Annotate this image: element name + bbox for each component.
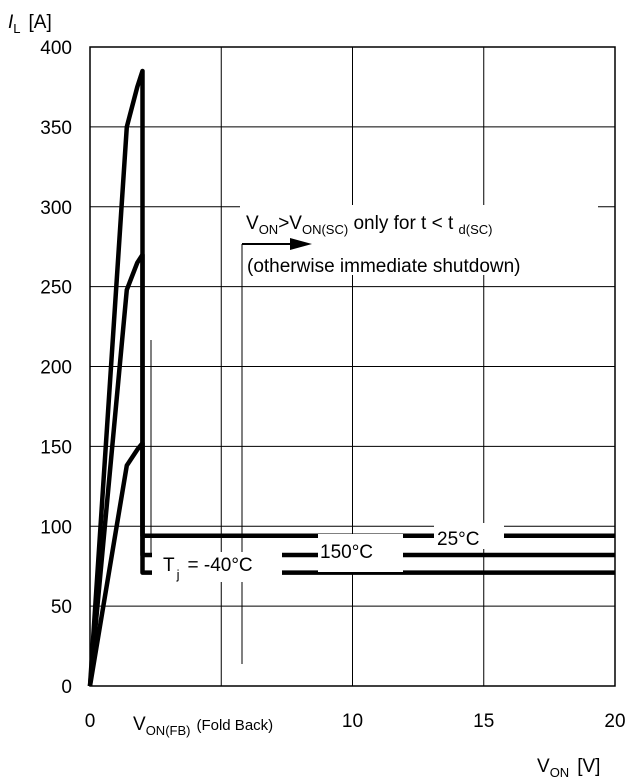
x-tick-label: 0	[85, 711, 96, 732]
x-axis-label: VON [V]	[537, 756, 600, 780]
plot-border	[89, 46, 616, 687]
plot-frame	[89, 46, 616, 687]
series-line	[87, 252, 615, 687]
x-tick-label: 10	[342, 711, 363, 732]
y-tick-label: 250	[40, 278, 72, 299]
y-tick-label: 150	[40, 437, 72, 458]
y-tick-label: 400	[40, 38, 72, 59]
y-tick-label: 50	[51, 597, 72, 618]
y-tick-label: 0	[61, 677, 72, 698]
grid	[89, 46, 616, 687]
annotations: IL [A] VON [V] VON(FB) (Fold Back) VON>VON(…	[8, 12, 600, 780]
y-tick-label: 350	[40, 118, 72, 139]
fold-back-label: VON(FB) (Fold Back)	[133, 714, 273, 738]
short-circuit-arrowhead	[290, 238, 312, 250]
shutdown-note: (otherwise immediate shutdown)	[247, 256, 521, 277]
short-circuit-note: VON>VON(SC) only for t < t d(SC)	[246, 213, 493, 237]
label-150c: 150°C	[320, 542, 373, 563]
label-25c: 25°C	[437, 529, 479, 550]
x-tick-label: 20	[604, 711, 625, 732]
y-tick-label: 100	[40, 517, 72, 538]
y-axis-label: IL [A]	[8, 12, 52, 36]
x-tick-label: 15	[473, 711, 494, 732]
y-tick-label: 300	[40, 198, 72, 219]
y-tick-labels: 0 50 100 150 200 250 300 350 400	[40, 38, 72, 698]
y-tick-label: 200	[40, 358, 72, 379]
